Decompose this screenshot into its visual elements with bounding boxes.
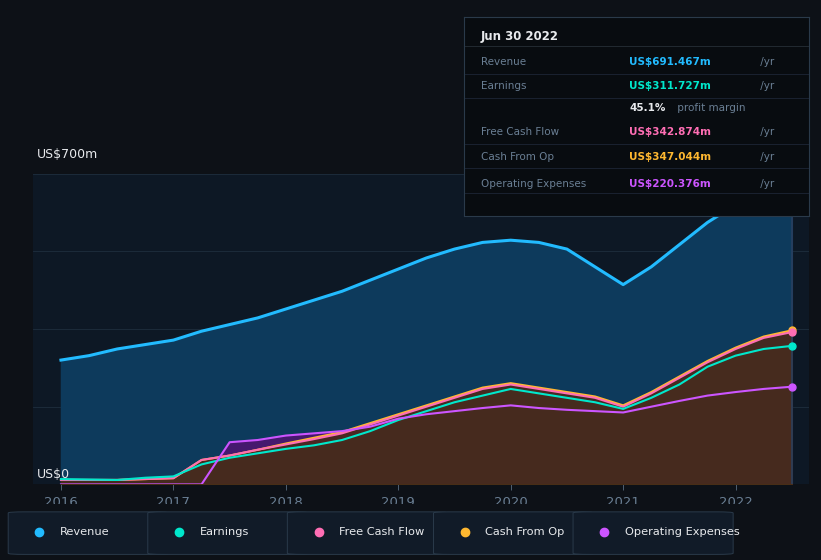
Text: Free Cash Flow: Free Cash Flow	[339, 527, 424, 537]
FancyBboxPatch shape	[8, 512, 168, 554]
FancyBboxPatch shape	[433, 512, 594, 554]
Text: profit margin: profit margin	[674, 103, 745, 113]
Text: Operating Expenses: Operating Expenses	[481, 179, 586, 189]
Text: /yr: /yr	[757, 127, 774, 137]
Text: US$700m: US$700m	[37, 148, 98, 161]
Text: /yr: /yr	[757, 81, 774, 91]
Text: US$691.467m: US$691.467m	[630, 57, 711, 67]
Text: Earnings: Earnings	[200, 527, 249, 537]
Text: Revenue: Revenue	[481, 57, 526, 67]
Text: US$0: US$0	[37, 468, 70, 481]
Text: Operating Expenses: Operating Expenses	[625, 527, 740, 537]
Text: /yr: /yr	[757, 57, 774, 67]
Text: Jun 30 2022: Jun 30 2022	[481, 30, 559, 43]
Text: US$347.044m: US$347.044m	[630, 152, 712, 162]
FancyBboxPatch shape	[287, 512, 447, 554]
Text: Revenue: Revenue	[60, 527, 109, 537]
Text: /yr: /yr	[757, 152, 774, 162]
FancyBboxPatch shape	[148, 512, 308, 554]
FancyBboxPatch shape	[573, 512, 733, 554]
Text: /yr: /yr	[757, 179, 774, 189]
Text: 45.1%: 45.1%	[630, 103, 666, 113]
Text: Free Cash Flow: Free Cash Flow	[481, 127, 559, 137]
Text: Earnings: Earnings	[481, 81, 526, 91]
Text: US$220.376m: US$220.376m	[630, 179, 711, 189]
Text: Cash From Op: Cash From Op	[481, 152, 554, 162]
Text: Cash From Op: Cash From Op	[485, 527, 565, 537]
Text: US$342.874m: US$342.874m	[630, 127, 711, 137]
Text: US$311.727m: US$311.727m	[630, 81, 711, 91]
